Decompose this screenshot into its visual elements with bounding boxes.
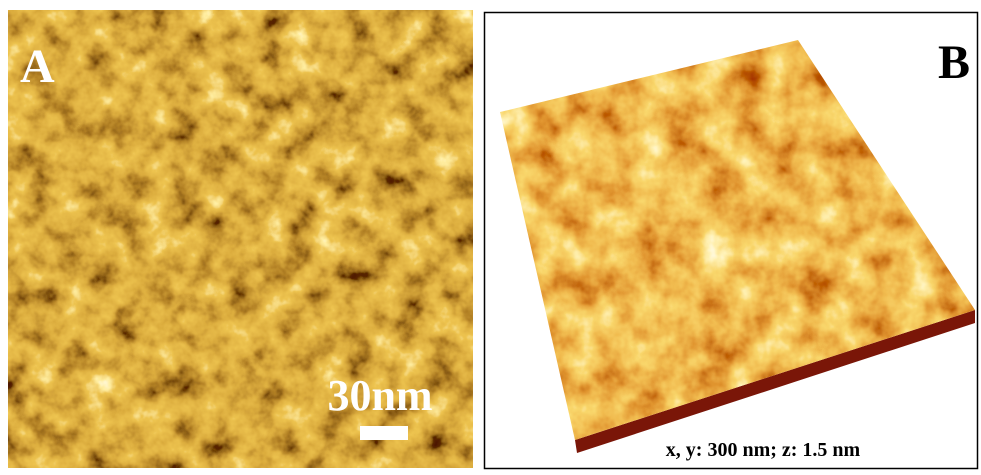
panel-label: A (20, 40, 55, 93)
scale-bar-label: 30nm (327, 371, 432, 420)
panel-a: A 30nm (8, 10, 473, 468)
axis-caption: x, y: 300 nm; z: 1.5 nm (666, 439, 861, 461)
panel-b: B x, y: 300 nm; z: 1.5 nm (483, 11, 979, 470)
surface-side (575, 310, 975, 453)
scale-bar (360, 426, 408, 440)
panel-label: B (938, 36, 970, 89)
afm-image (8, 10, 473, 468)
